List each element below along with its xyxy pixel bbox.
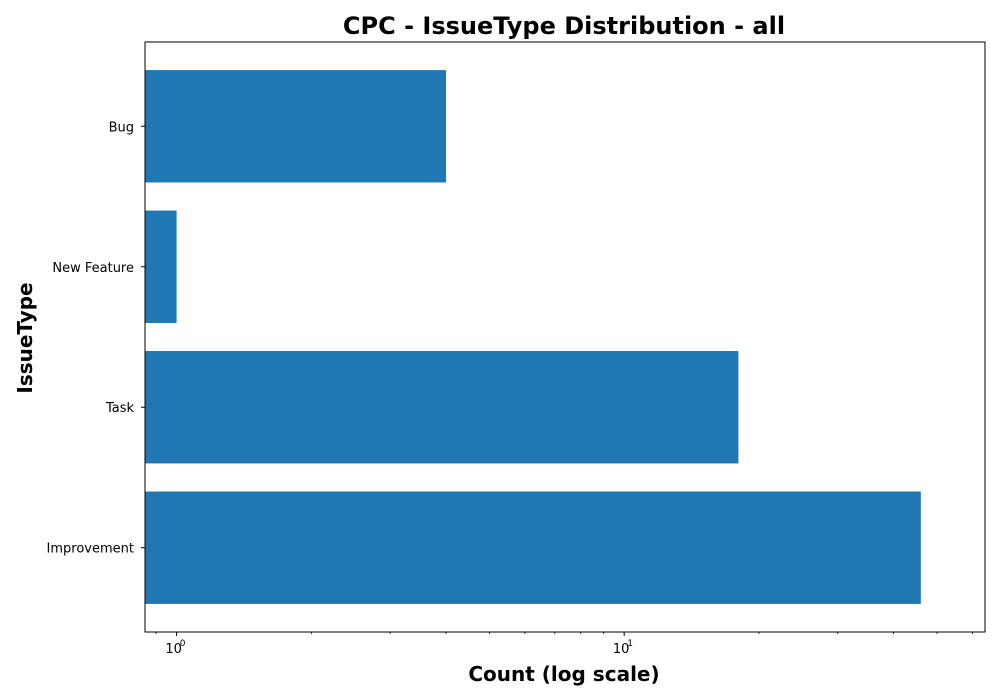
bar-task (145, 351, 738, 463)
x-axis-label: Count (log scale) (468, 662, 659, 686)
y-axis-label: IssueType (13, 282, 37, 393)
y-tick-label: New Feature (52, 261, 134, 276)
y-tick-label: Task (105, 401, 135, 416)
x-tick-exponent: 0 (180, 639, 186, 649)
bar-bug (145, 70, 446, 182)
chart-title: CPC - IssueType Distribution - all (343, 12, 785, 40)
bars-layer (145, 70, 921, 604)
bar-improvement (145, 492, 921, 604)
y-tick-label: Bug (109, 120, 134, 135)
y-tick-label: Improvement (47, 542, 134, 557)
x-tick-exponent: 1 (627, 639, 633, 649)
bar-new-feature (145, 211, 177, 323)
